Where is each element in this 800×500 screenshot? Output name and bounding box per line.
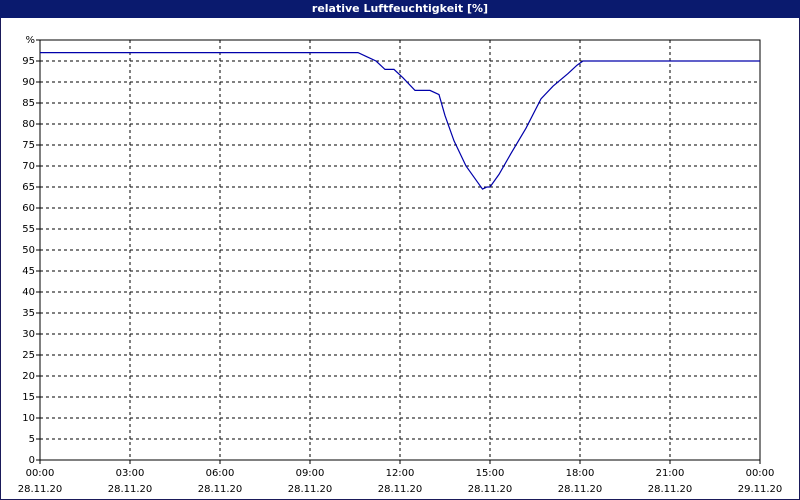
x-tick-date: 28.11.20	[108, 484, 153, 495]
y-tick-label: 90	[22, 77, 35, 88]
x-tick-date: 28.11.20	[288, 484, 333, 495]
x-tick-date: 29.11.20	[738, 484, 783, 495]
x-tick-label: 09:00	[296, 468, 325, 479]
y-tick-label: 50	[22, 245, 35, 256]
y-tick-label: %	[25, 35, 35, 46]
y-tick-label: 25	[22, 350, 35, 361]
y-tick-label: 30	[22, 329, 35, 340]
x-tick-label: 12:00	[386, 468, 415, 479]
y-tick-label: 0	[29, 455, 35, 466]
chart-title: relative Luftfeuchtigkeit [%]	[312, 2, 488, 15]
y-tick-label: 75	[22, 140, 35, 151]
y-tick-label: 95	[22, 56, 35, 67]
y-tick-label: 55	[22, 224, 35, 235]
title-bar	[0, 0, 800, 18]
y-tick-label: 40	[22, 287, 35, 298]
x-tick-date: 28.11.20	[18, 484, 63, 495]
y-tick-label: 65	[22, 182, 35, 193]
x-tick-date: 28.11.20	[468, 484, 513, 495]
y-tick-label: 20	[22, 371, 35, 382]
y-tick-label: 70	[22, 161, 35, 172]
x-tick-label: 15:00	[476, 468, 505, 479]
y-tick-label: 5	[29, 434, 35, 445]
data-line	[40, 52, 760, 190]
x-tick-label: 00:00	[26, 468, 55, 479]
x-tick-label: 06:00	[206, 468, 235, 479]
y-tick-label: 15	[22, 392, 35, 403]
x-tick-label: 18:00	[566, 468, 595, 479]
x-tick-label: 03:00	[116, 468, 145, 479]
y-tick-label: 10	[22, 413, 35, 424]
x-tick-date: 28.11.20	[378, 484, 423, 495]
x-tick-label: 00:00	[746, 468, 775, 479]
x-tick-label: 21:00	[656, 468, 685, 479]
y-tick-label: 45	[22, 266, 35, 277]
x-tick-date: 28.11.20	[558, 484, 603, 495]
y-tick-label: 80	[22, 119, 35, 130]
x-tick-date: 28.11.20	[198, 484, 243, 495]
y-tick-label: 85	[22, 98, 35, 109]
y-tick-label: 35	[22, 308, 35, 319]
x-tick-date: 28.11.20	[648, 484, 693, 495]
y-tick-label: 60	[22, 203, 35, 214]
